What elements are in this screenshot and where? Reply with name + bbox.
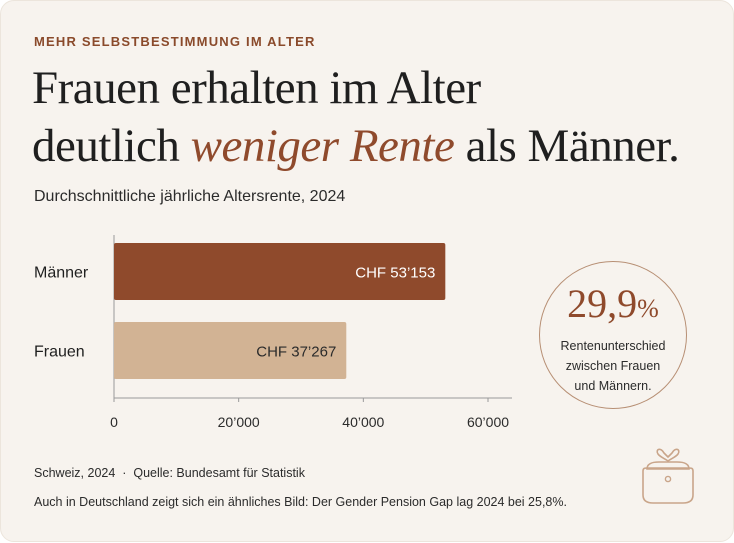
gap-number: 29,9 [567,281,638,326]
x-tick-label: 20’000 [218,414,260,430]
source-line: Schweiz, 2024 · Quelle: Bundesamt für St… [34,466,305,480]
bar-frauen [114,322,347,379]
category-label-maenner: Männer [34,265,89,282]
gap-badge: 29,9% Rentenunterschied zwischen Frauen … [539,261,687,409]
gap-text-line3: und Männern. [574,379,652,393]
headline: Frauen erhalten im Alter deutlich wenige… [32,59,722,175]
headline-line2-pre: deutlich [32,120,191,172]
gap-unit: % [637,294,659,323]
x-tick-label: 40’000 [342,414,384,430]
gap-value: 29,9% [540,280,686,327]
x-tick-label: 60’000 [467,414,509,430]
gap-text-line2: zwischen Frauen [565,359,661,373]
data-label-maenner: CHF 53’153 [355,265,435,282]
bar-maenner [114,243,446,300]
gap-text-line1: Rentenunterschied [560,339,666,353]
headline-accent: weniger Rente [190,120,455,172]
category-label-frauen: Frauen [34,344,85,361]
x-tick-label: 0 [110,414,118,430]
gap-description: Rentenunterschied zwischen Frauen und Mä… [550,336,676,396]
purse-icon [642,448,694,504]
chart-title: Durchschnittliche jährliche Altersrente,… [34,188,346,205]
eyebrow-label: MEHR SELBSTBESTIMMUNG IM ALTER [34,34,316,49]
data-label-frauen: CHF 37’267 [256,344,336,361]
footnote: Auch in Deutschland zeigt sich ein ähnli… [34,495,567,509]
headline-line1: Frauen erhalten im Alter [32,62,481,114]
headline-line2-post: als Männer. [454,120,680,172]
